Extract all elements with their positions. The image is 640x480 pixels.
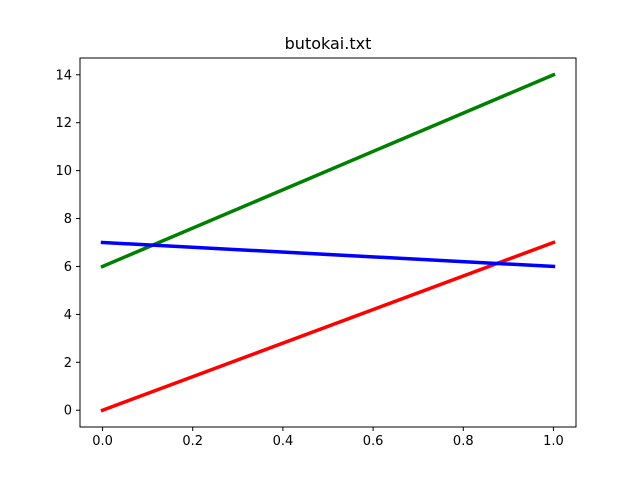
series-line-1 bbox=[100, 240, 556, 413]
chart-title: butokai.txt bbox=[285, 34, 372, 53]
x-tick-label: 0.0 bbox=[92, 434, 113, 449]
y-tick-label: 4 bbox=[64, 308, 72, 323]
x-tick-label: 0.8 bbox=[453, 434, 474, 449]
y-tick-label: 12 bbox=[55, 116, 72, 131]
x-tick-label: 1.0 bbox=[543, 434, 564, 449]
y-tick-label: 0 bbox=[64, 404, 72, 419]
x-tick-label: 0.2 bbox=[182, 434, 203, 449]
y-tick-label: 14 bbox=[55, 68, 72, 83]
series-line-2 bbox=[100, 72, 556, 269]
y-tick-label: 8 bbox=[64, 212, 72, 227]
axes-layer: 0.0 0.2 0.4 0.6 0.8 1.0 0 2 4 6 8 10 12 14 bbox=[55, 57, 577, 449]
series-layer bbox=[100, 72, 556, 413]
series-line-3 bbox=[100, 240, 556, 269]
y-tick-label: 10 bbox=[55, 164, 72, 179]
axes-frame bbox=[79, 57, 577, 428]
x-tick-label: 0.6 bbox=[363, 434, 384, 449]
y-tick-label: 6 bbox=[64, 260, 72, 275]
x-tick-label: 0.4 bbox=[273, 434, 294, 449]
y-tick-label: 2 bbox=[64, 356, 72, 371]
